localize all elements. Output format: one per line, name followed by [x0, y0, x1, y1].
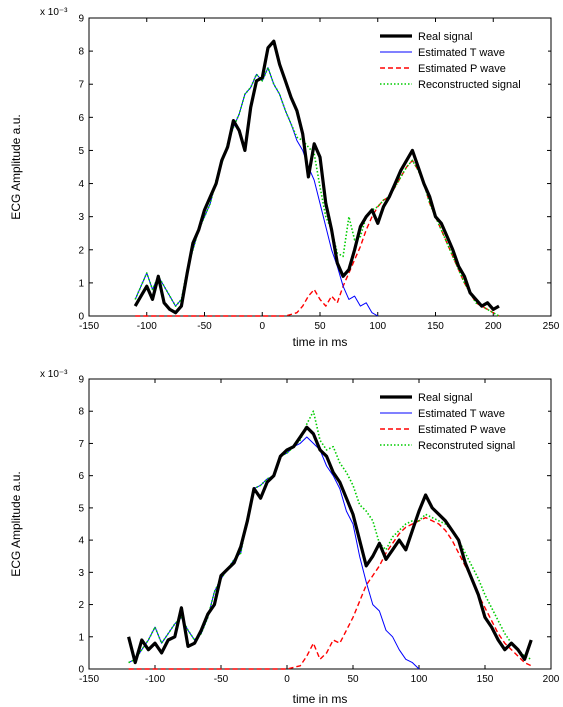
x-tick-label: 0: [284, 674, 290, 685]
y-tick-label: 6: [78, 113, 84, 124]
legend: Real signal Estimated T wave Estimated P w…: [378, 387, 548, 457]
series-line-estimated-p-wave: [135, 159, 500, 317]
y-tick-label: 3: [78, 568, 84, 579]
x-tick-label: 150: [427, 321, 444, 332]
legend-entry: Reconstruted signal: [418, 440, 515, 452]
legend-entry: Reconstructed signal: [418, 79, 521, 91]
y-axis-label: ECG Amplitude a.u.: [9, 114, 23, 219]
y-exponent-label: x 10⁻³: [40, 7, 68, 18]
x-tick-label: 200: [543, 674, 560, 685]
legend-entry: Estimated T wave: [418, 408, 505, 420]
y-tick-label: 6: [78, 471, 84, 482]
y-tick-label: 5: [78, 146, 84, 157]
y-tick-label: 4: [78, 179, 84, 190]
series-group: [127, 410, 533, 670]
series-line-real-signal: [127, 425, 533, 665]
y-tick-label: 7: [78, 80, 84, 91]
y-exponent-label: x 10⁻³: [40, 369, 68, 380]
y-tick-label: 0: [78, 665, 84, 676]
y-tick-label: 2: [78, 245, 84, 256]
x-tick-label: -50: [214, 674, 229, 685]
x-tick-label: -50: [197, 321, 212, 332]
y-tick-label: 7: [78, 439, 84, 450]
x-tick-label: -150: [79, 321, 99, 332]
chart-top: -150 -100 -50 0 50 100 150 200 250 0 1 2 3 4 5 6 7 8 9 tim…: [9, 7, 560, 349]
x-tick-label: 250: [543, 321, 560, 332]
series-line-real-signal: [133, 39, 500, 315]
y-tick-label: 3: [78, 212, 84, 223]
series-group: [133, 39, 500, 317]
legend-entry: Estimated T wave: [418, 47, 505, 59]
series-line-estimated-p-wave: [128, 516, 532, 670]
x-axis-label: time in ms: [293, 335, 348, 349]
y-tick-label: 8: [78, 47, 84, 58]
legend-entry: Estimated P wave: [418, 424, 506, 436]
y-tick-label: 4: [78, 536, 84, 547]
axis-ticks: -150 -100 -50 0 50 100 150 200 250 0 1 2 3 4 5 6 7 8 9: [78, 14, 559, 333]
x-tick-label: 200: [485, 321, 502, 332]
x-tick-label: -100: [137, 321, 157, 332]
x-tick-label: 50: [347, 674, 359, 685]
x-tick-label: 50: [314, 321, 326, 332]
y-axis-label: ECG Amplitude a.u.: [9, 471, 23, 576]
chart-bottom: -150 -100 -50 0 50 100 150 200 0 1 2 3 4 5 6 7 8 9 time i…: [9, 369, 560, 706]
x-tick-label: -150: [79, 674, 99, 685]
legend-entry: Estimated P wave: [418, 63, 506, 75]
legend-entry: Real signal: [418, 31, 472, 43]
y-tick-label: 0: [78, 312, 84, 323]
x-tick-label: 0: [259, 321, 265, 332]
y-tick-label: 5: [78, 503, 84, 514]
x-tick-label: -100: [145, 674, 165, 685]
legend-box: [378, 26, 548, 96]
axis-ticks: -150 -100 -50 0 50 100 150 200 0 1 2 3 4 5 6 7 8 9: [78, 375, 559, 686]
x-tick-label: 100: [411, 674, 428, 685]
y-tick-label: 9: [78, 14, 84, 25]
y-tick-label: 9: [78, 375, 84, 386]
x-axis-label: time in ms: [293, 692, 348, 706]
y-tick-label: 2: [78, 600, 84, 611]
x-tick-label: 150: [477, 674, 494, 685]
legend: Real signal Estimated T wave Estimated P w…: [378, 26, 548, 96]
y-tick-label: 1: [78, 632, 84, 643]
legend-entry: Real signal: [418, 392, 472, 404]
y-tick-label: 8: [78, 407, 84, 418]
legend-box: [378, 387, 548, 457]
x-tick-label: 100: [369, 321, 386, 332]
y-tick-label: 1: [78, 278, 84, 289]
